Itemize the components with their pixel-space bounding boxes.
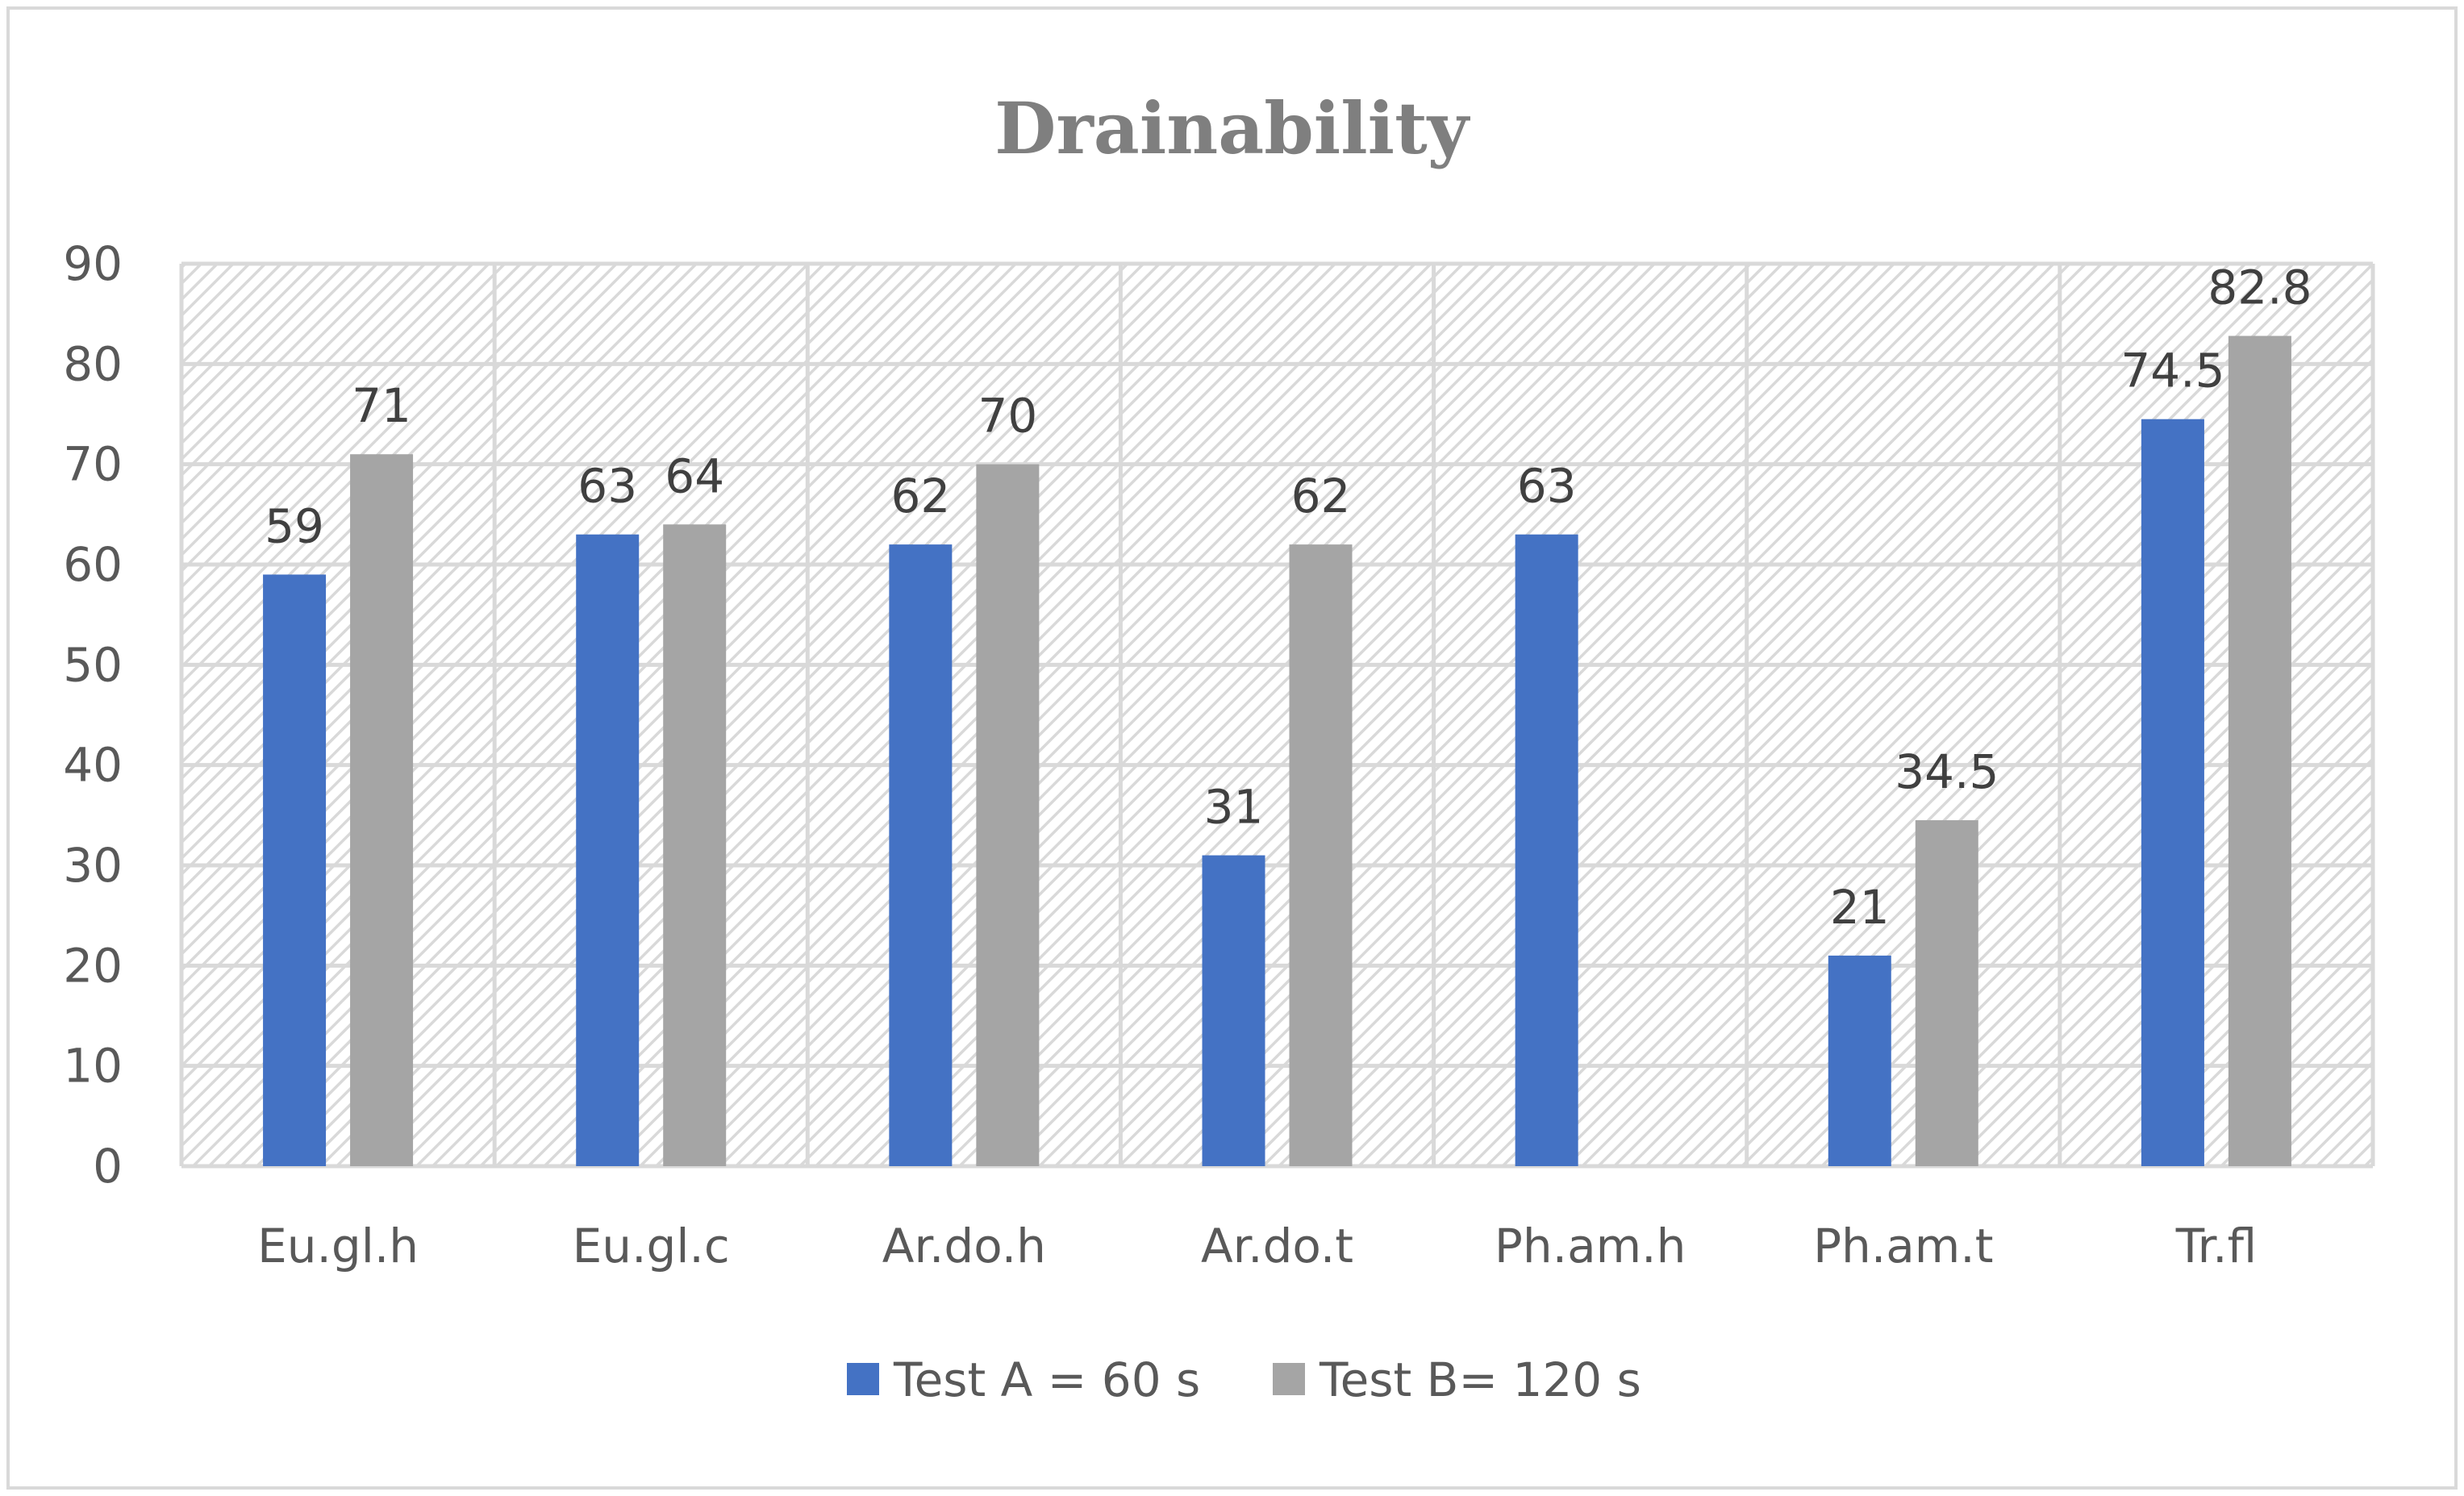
plot-area [181,264,2373,1166]
data-label: 21 [1830,880,1890,935]
bars [263,335,2291,1166]
y-tick-label: 20 [63,938,123,993]
data-labels: 59 71 63 64 62 70 31 62 63 21 34.5 74.5 82.8 [265,260,2312,935]
bar-eu-gl-c-series-1 [576,534,640,1166]
y-tick-label: 70 [63,437,123,492]
x-tick-label: Eu.gl.c [573,1219,730,1273]
data-label: 82.8 [2208,260,2312,315]
data-label: 34.5 [1895,744,1999,799]
y-tick-label: 30 [63,838,123,893]
legend-item-series-1: Test A = 60 s [847,1352,1200,1407]
legend-item-series-2: Test B= 120 s [1273,1352,1641,1407]
bar-ar-do-t-series-1 [1202,855,1265,1166]
bar-eu-gl-h-series-2 [350,454,414,1166]
y-tick-label: 40 [63,738,123,793]
bar-tr-fl-series-1 [2141,419,2204,1166]
bar-ph-am-t-series-2 [1915,820,1978,1166]
x-tick-label: Ar.do.h [882,1219,1046,1273]
bar-eu-gl-c-series-2 [663,524,727,1166]
data-label: 71 [352,378,411,433]
chart-title: Drainability [994,86,1471,170]
x-tick-label: Ar.do.t [1201,1219,1353,1273]
data-label: 31 [1204,780,1264,835]
gridlines [179,261,2375,1169]
bar-ar-do-t-series-2 [1289,544,1353,1166]
y-tick-label: 10 [63,1039,123,1094]
y-tick-label: 90 [63,236,123,291]
y-tick-label: 80 [63,336,123,391]
bar-ar-do-h-series-1 [889,544,953,1166]
data-label: 64 [665,448,724,503]
x-tick-label: Ph.am.h [1495,1219,1686,1273]
x-tick-label: Ph.am.t [1813,1219,1993,1273]
legend-swatch [1273,1363,1305,1395]
y-tick-label: 50 [63,637,123,692]
legend-label: Test A = 60 s [893,1352,1200,1407]
bar-eu-gl-h-series-1 [263,574,327,1166]
data-label: 62 [890,469,950,523]
bar-ph-am-h-series-1 [1515,534,1578,1166]
x-axis-ticks: Eu.gl.h Eu.gl.c Ar.do.h Ar.do.t Ph.am.h Ph.am… [257,1219,2257,1273]
bar-ph-am-t-series-1 [1828,955,1891,1166]
x-tick-label: Eu.gl.h [257,1219,419,1273]
legend: Test A = 60 s Test B= 120 s [847,1352,1641,1407]
y-axis-ticks: 0 10 20 30 40 50 60 70 80 90 [63,236,123,1194]
data-label: 62 [1291,469,1351,523]
legend-label: Test B= 120 s [1319,1352,1641,1407]
legend-swatch [847,1363,879,1395]
data-label: 74.5 [2120,344,2224,398]
data-label: 59 [265,498,324,553]
x-tick-label: Tr.fl [2175,1219,2257,1273]
bar-ar-do-h-series-2 [976,464,1040,1166]
y-tick-label: 0 [93,1139,123,1194]
data-label: 63 [1517,459,1577,514]
data-label: 63 [577,459,637,514]
bar-tr-fl-series-2 [2228,335,2291,1166]
data-label: 70 [978,389,1037,444]
y-tick-label: 60 [63,537,123,592]
